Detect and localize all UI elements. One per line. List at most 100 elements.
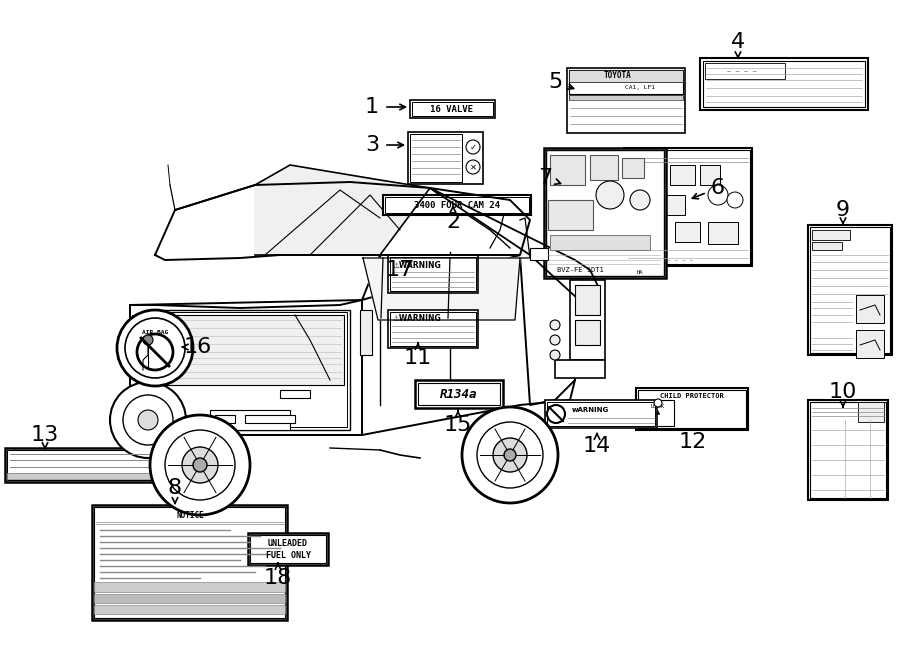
Text: 10: 10 bbox=[829, 382, 857, 402]
Bar bbox=[390, 257, 476, 291]
Bar bbox=[215, 415, 235, 423]
Bar bbox=[858, 402, 884, 422]
Bar bbox=[94, 594, 285, 603]
Text: 17: 17 bbox=[386, 260, 414, 280]
Circle shape bbox=[504, 449, 516, 461]
Circle shape bbox=[466, 160, 480, 174]
Bar bbox=[550, 155, 585, 185]
Bar bbox=[390, 312, 476, 346]
Circle shape bbox=[654, 399, 662, 407]
Bar bbox=[569, 70, 683, 82]
Circle shape bbox=[462, 407, 558, 503]
Bar bbox=[410, 134, 462, 182]
Bar bbox=[410, 100, 495, 118]
Bar bbox=[385, 197, 529, 213]
Bar bbox=[705, 63, 785, 79]
Bar bbox=[408, 132, 483, 184]
Polygon shape bbox=[430, 188, 600, 310]
Bar bbox=[810, 227, 890, 353]
Bar bbox=[94, 605, 285, 614]
Bar bbox=[94, 507, 285, 618]
Bar bbox=[548, 200, 593, 230]
Circle shape bbox=[117, 310, 193, 386]
Bar bbox=[550, 235, 650, 250]
Bar bbox=[360, 310, 372, 355]
Bar bbox=[670, 165, 695, 185]
Polygon shape bbox=[363, 258, 520, 320]
Text: 14: 14 bbox=[583, 436, 611, 456]
Polygon shape bbox=[155, 182, 530, 260]
Text: 12: 12 bbox=[679, 432, 707, 452]
Bar bbox=[624, 148, 752, 266]
Bar bbox=[856, 295, 884, 323]
Bar bbox=[152, 315, 344, 385]
Text: 16: 16 bbox=[184, 337, 212, 357]
Bar bbox=[700, 165, 720, 185]
Bar bbox=[7, 473, 158, 479]
Text: R134a: R134a bbox=[440, 389, 478, 401]
Bar bbox=[638, 390, 746, 428]
Circle shape bbox=[137, 334, 173, 370]
Text: 15: 15 bbox=[444, 415, 472, 435]
Bar bbox=[546, 150, 664, 276]
Bar bbox=[856, 330, 884, 358]
Bar bbox=[92, 505, 287, 620]
Bar bbox=[812, 242, 842, 250]
Bar bbox=[812, 230, 850, 240]
Bar bbox=[544, 148, 666, 278]
Text: 2: 2 bbox=[446, 212, 460, 232]
Bar bbox=[626, 150, 750, 264]
Circle shape bbox=[550, 350, 560, 360]
Text: CHILD PROTECTOR: CHILD PROTECTOR bbox=[660, 393, 724, 399]
Text: 9: 9 bbox=[836, 200, 850, 220]
Bar bbox=[642, 400, 674, 426]
Bar bbox=[622, 158, 644, 178]
Circle shape bbox=[138, 410, 158, 430]
Bar bbox=[455, 320, 473, 327]
Text: ~ ~ ~ ~: ~ ~ ~ ~ bbox=[667, 258, 693, 262]
Text: 4: 4 bbox=[731, 32, 745, 52]
Text: 13: 13 bbox=[31, 425, 59, 445]
Bar bbox=[412, 102, 493, 116]
Circle shape bbox=[477, 422, 543, 488]
Bar bbox=[530, 248, 548, 260]
Bar bbox=[570, 280, 605, 360]
Text: 11: 11 bbox=[404, 348, 432, 368]
Bar bbox=[210, 410, 290, 430]
Polygon shape bbox=[130, 300, 362, 435]
Text: HA: HA bbox=[637, 270, 643, 274]
Text: ⚠WARNING: ⚠WARNING bbox=[393, 260, 442, 270]
Text: ▲: ▲ bbox=[656, 410, 660, 416]
Text: 5: 5 bbox=[548, 72, 562, 92]
Bar bbox=[569, 70, 683, 94]
Bar bbox=[630, 165, 660, 187]
Circle shape bbox=[727, 192, 743, 208]
Text: 16 VALVE: 16 VALVE bbox=[430, 106, 473, 114]
Bar bbox=[383, 195, 531, 215]
Bar bbox=[808, 225, 892, 355]
Bar bbox=[555, 360, 605, 378]
Text: ~ ~ ~ ~: ~ ~ ~ ~ bbox=[727, 69, 757, 75]
Bar bbox=[569, 95, 683, 100]
Bar bbox=[567, 68, 685, 133]
Text: LOCK: LOCK bbox=[651, 405, 665, 410]
Text: 1: 1 bbox=[364, 97, 379, 117]
Text: CA1, LF1: CA1, LF1 bbox=[625, 85, 655, 89]
Bar bbox=[545, 400, 657, 428]
Circle shape bbox=[110, 382, 186, 458]
Bar bbox=[660, 195, 685, 215]
Bar bbox=[708, 222, 738, 244]
Circle shape bbox=[193, 458, 207, 472]
Polygon shape bbox=[255, 165, 430, 255]
Bar bbox=[94, 582, 285, 592]
Circle shape bbox=[143, 335, 153, 345]
Text: wARNING: wARNING bbox=[572, 407, 609, 413]
Bar bbox=[810, 402, 886, 498]
Circle shape bbox=[630, 190, 650, 210]
Polygon shape bbox=[520, 218, 530, 258]
Text: 3400 FOUR CAM 24: 3400 FOUR CAM 24 bbox=[414, 202, 500, 210]
Text: TOYOTA: TOYOTA bbox=[604, 71, 632, 81]
Circle shape bbox=[125, 318, 185, 378]
Bar bbox=[7, 450, 158, 480]
Bar bbox=[145, 310, 350, 430]
